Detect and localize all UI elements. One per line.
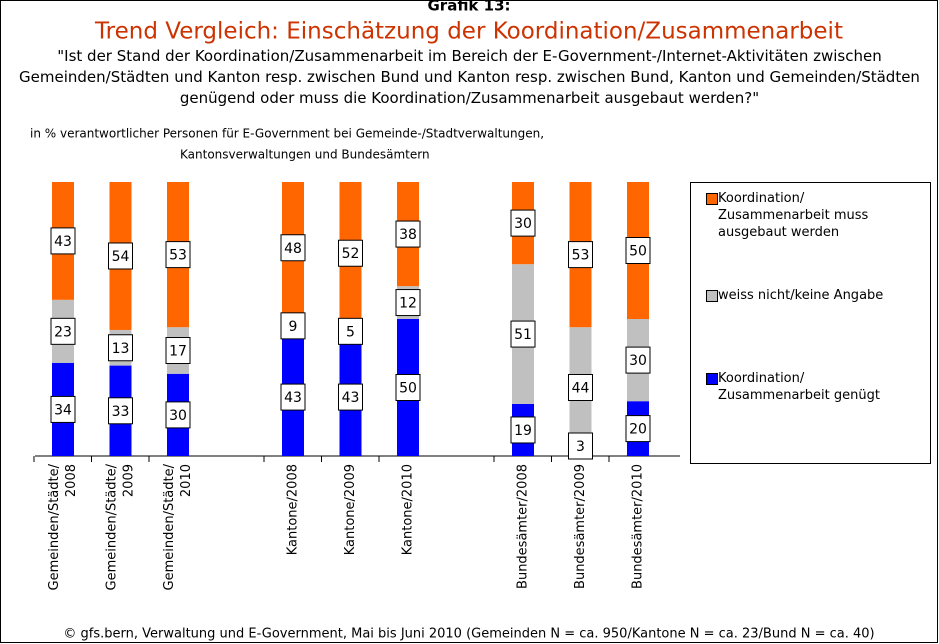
x-tick-label: Bundesämter/2008 [516,464,531,589]
data-label: 53 [572,248,590,264]
data-label: 50 [399,381,417,397]
label-box [338,317,363,345]
label-box [280,234,306,262]
label-box [165,401,191,429]
x-tick-label: Gemeinden/Städte/ [47,463,62,590]
data-label: 30 [629,353,647,369]
data-label: 43 [284,390,302,406]
data-label: 38 [399,227,417,243]
label-box [568,374,593,401]
data-label: 9 [289,319,298,335]
data-label: 3 [576,439,585,455]
data-label: 48 [284,241,302,257]
data-label: 5 [346,324,355,340]
x-tick-label: Kantone/2010 [401,464,416,555]
label-box [568,432,593,460]
x-tick-label: Gemeinden/Städte/2009 [105,463,137,590]
legend-item: Koordination/ Zusammenarbeit muss ausgeb… [706,190,908,241]
label-box [165,241,191,269]
x-tick-label: Bundesämter/2010 [631,464,646,589]
label-box [280,312,306,340]
source: © gfs.bern, Verwaltung und E-Government,… [63,627,874,642]
legend-swatch [706,193,718,205]
data-label: 43 [54,234,72,250]
data-label: 34 [54,402,72,418]
label-box [50,227,76,255]
label-box [108,242,133,270]
label-box [395,220,421,248]
label-box [280,383,306,411]
x-tick-label: Gemeinden/Städte/2010 [162,463,194,590]
label-box [510,320,536,348]
label-box [510,209,536,237]
label-box [338,239,363,267]
legend-item: Koordination/ Zusammenarbeit genügt [706,370,908,404]
label-box [50,395,76,423]
x-tick-label: Gemeinden/Städte/ [162,463,177,590]
question: "Ist der Stand der Koordination/Zusammen… [19,47,920,107]
subtitle: in % verantwortlicher Personen für E-Gov… [30,127,544,141]
x-tick-label: Kantone/2010 [401,464,416,555]
data-label: 43 [342,390,360,406]
legend-swatch [706,373,718,385]
data-label: 13 [112,341,130,357]
label-box [108,397,133,425]
label-box [625,346,651,374]
x-tick-label: Bundesämter/2009 [573,464,588,589]
label-box [108,334,133,362]
label-box [395,289,421,317]
data-label: 23 [54,324,72,340]
label-box [568,241,593,269]
legend-swatch [706,290,718,302]
data-label: 20 [629,422,647,438]
data-label: 30 [514,216,532,232]
label-box [395,374,421,401]
x-tick-label: Kantone/2009 [343,464,358,555]
data-label: 44 [572,381,590,397]
x-tick-label: Kantone/2008 [286,464,301,555]
data-label: 30 [169,408,187,424]
legend-item: weiss nicht/keine Angabe [706,287,908,304]
legend-label: Koordination/ Zusammenarbeit muss ausgeb… [718,191,869,240]
data-label: 50 [629,244,647,260]
x-tick-label: Bundesämter/2009 [573,464,588,589]
data-label: 52 [342,246,360,262]
data-label: 33 [112,404,130,420]
data-label: 53 [169,248,187,264]
data-label: 54 [112,249,130,265]
legend-label: Koordination/ Zusammenarbeit genügt [718,371,880,403]
data-label: 17 [169,344,187,360]
label-box [338,383,363,411]
x-tick-label: Kantone/2008 [286,464,301,555]
data-label: 51 [514,327,532,343]
legend-label: weiss nicht/keine Angabe [718,288,884,303]
x-tick-label: Gemeinden/Städte/ [105,463,120,590]
data-label: 12 [399,296,417,312]
label-box [50,317,76,345]
label-box [625,415,651,443]
legend-box [690,182,931,464]
x-tick-label: 2008 [64,464,79,497]
x-tick-label: 2009 [122,464,137,497]
x-tick-label: Bundesämter/2008 [516,464,531,589]
chart-title: Trend Vergleich: Einschätzung der Koordi… [94,19,843,45]
label-box [510,416,536,444]
label-box [625,237,651,264]
heading: Grafik 13: [427,0,510,15]
subtitle: Kantonsverwaltungen und Bundesämtern [180,148,430,162]
x-tick-label: Gemeinden/Städte/2008 [47,463,79,590]
x-tick-label: Bundesämter/2010 [631,464,646,589]
label-box [165,337,191,365]
x-tick-label: 2010 [179,464,194,497]
data-label: 19 [514,423,532,439]
x-tick-label: Kantone/2009 [343,464,358,555]
